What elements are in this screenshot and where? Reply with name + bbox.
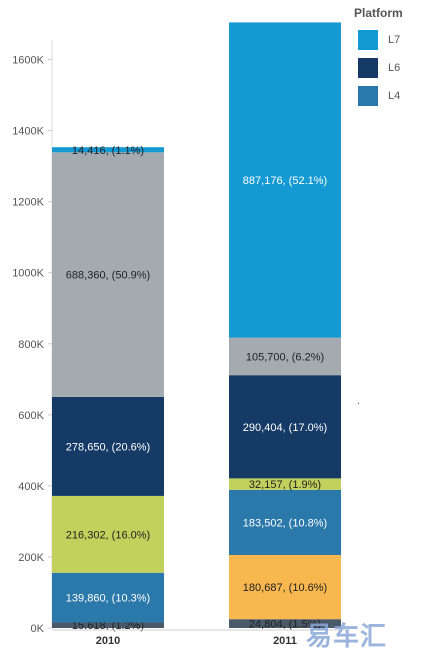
legend-swatch — [358, 30, 378, 50]
bar-segment[interactable] — [229, 619, 341, 628]
bars: 15,618, (1.2%) 139,860, (10.3%) 216,302, (… — [52, 22, 341, 632]
bar-segment[interactable] — [229, 554, 341, 620]
legend-title: Platform — [354, 6, 403, 20]
bar-stack-2011: 24,804, (1.5%) 180,687, (10.6%) 183,502, (… — [229, 22, 341, 631]
y-tick-label: 200K — [18, 552, 44, 564]
y-tick-label: 1400K — [12, 126, 44, 138]
data-label: 216,302, (16.0%) — [66, 529, 150, 541]
legend-label: L4 — [388, 90, 401, 102]
data-label: 14,416, (1.1%) — [72, 145, 144, 157]
legend: Platform L7 L6 L4 — [354, 6, 434, 110]
bar-segment[interactable] — [52, 396, 164, 496]
bar-segment[interactable] — [229, 22, 341, 338]
stray-dot: . — [357, 396, 360, 407]
x-axis: 2010 2011 — [52, 629, 350, 647]
bar-segment[interactable] — [52, 622, 164, 628]
data-label: 688,360, (50.9%) — [66, 270, 150, 282]
bar-segment[interactable] — [52, 152, 164, 397]
bar-stack-2010: 15,618, (1.2%) 139,860, (10.3%) 216,302, (… — [52, 145, 164, 632]
data-label: 183,502, (10.8%) — [243, 517, 327, 529]
legend-item-l6[interactable]: L6 — [354, 54, 434, 82]
legend-item-l7[interactable]: L7 — [354, 26, 434, 54]
data-label: 15,618, (1.2%) — [72, 620, 144, 632]
bar-segment[interactable] — [229, 337, 341, 376]
data-label: 139,860, (10.3%) — [66, 593, 150, 605]
data-label: 24,804, (1.5%) — [249, 619, 321, 631]
data-label: 887,176, (52.1%) — [243, 175, 327, 187]
data-label: 32,157, (1.9%) — [249, 479, 321, 491]
y-tick-label: 600K — [18, 410, 44, 422]
legend-swatch — [358, 86, 378, 106]
y-tick-label: 400K — [18, 481, 44, 493]
legend-label: L6 — [388, 62, 401, 74]
bar-segment[interactable] — [229, 489, 341, 555]
legend-item-l4[interactable]: L4 — [354, 82, 434, 110]
y-tick-label: 1600K — [12, 55, 44, 67]
y-tick-label: 1000K — [12, 268, 44, 280]
legend-label: L7 — [388, 34, 401, 46]
data-label: 105,700, (6.2%) — [246, 351, 324, 363]
data-label: 180,687, (10.6%) — [243, 582, 327, 594]
y-tick-label: 800K — [18, 339, 44, 351]
watermark-logo: 易车汇 — [306, 621, 388, 651]
bar-segment[interactable] — [52, 572, 164, 623]
y-tick-label: 0K — [31, 623, 45, 635]
legend-items: L7 L6 L4 — [354, 26, 434, 110]
data-label: 278,650, (20.6%) — [66, 441, 150, 453]
x-tick-label: 2010 — [96, 635, 120, 647]
y-axis: 0K 200K 400K 600K 800K 1000K 1200K 1400K 1600K — [12, 40, 53, 635]
data-label: 290,404, (17.0%) — [243, 422, 327, 434]
legend-swatch — [358, 58, 378, 78]
bar-segment[interactable] — [52, 495, 164, 573]
bar-segment[interactable] — [229, 375, 341, 479]
y-tick-label: 1200K — [12, 197, 44, 209]
x-tick-label: 2011 — [273, 635, 297, 647]
bar-segment[interactable] — [229, 478, 341, 490]
bar-segment[interactable] — [52, 147, 164, 153]
